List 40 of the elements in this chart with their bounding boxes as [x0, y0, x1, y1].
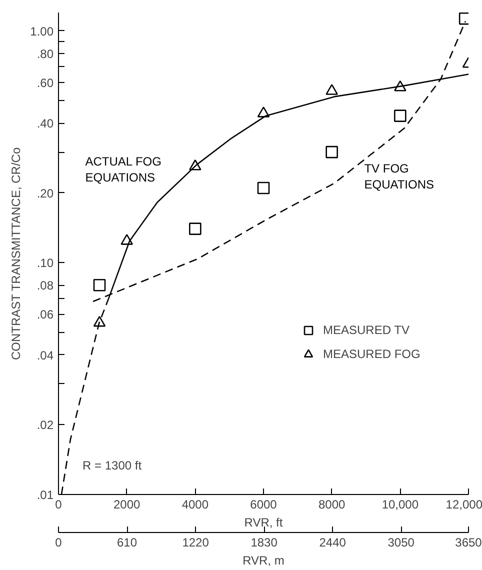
x2-tick-label: 3050: [388, 536, 415, 550]
x2-tick-label: 0: [55, 536, 62, 550]
legend-label: MEASURED FOG: [323, 347, 420, 361]
x-tick-label: 0: [55, 498, 62, 512]
y-tick-label: .02: [36, 418, 54, 432]
x-axis-title: RVR, ft: [244, 516, 284, 530]
y-tick-label: .06: [36, 308, 54, 322]
x2-tick-label: 1220: [182, 536, 210, 550]
point: [93, 278, 106, 292]
point: [93, 316, 106, 327]
y-tick-label: .10: [36, 256, 54, 270]
x2-tick-label: 610: [117, 536, 138, 550]
y-tick-label: .04: [36, 348, 54, 362]
point: [189, 222, 202, 235]
y-tick-label: .01: [36, 488, 54, 502]
y-tick-label: .08: [36, 278, 54, 293]
y-tick-label: 1.00: [30, 24, 54, 38]
x2-tick-label: 1830: [250, 536, 278, 550]
x-tick-label: 6000: [250, 498, 278, 512]
x-tick-label: 12,000: [446, 498, 482, 512]
x2-tick-label: 2440: [319, 536, 346, 550]
y-axis-title: CONTRAST TRANSMITTANCE, CR/Co: [9, 147, 24, 360]
y-tick-label: .20: [36, 186, 54, 200]
x-tick-label: 8000: [318, 498, 346, 512]
y-tick-label: .40: [36, 116, 54, 131]
annotation: R = 1300 ft: [82, 458, 142, 472]
y-tick-label: .80: [36, 46, 54, 61]
series-label: ACTUAL FOG EQUATIONS: [85, 154, 162, 184]
point: [257, 182, 270, 194]
legend-label: MEASURED TV: [323, 323, 410, 337]
x-tick-label: 2000: [113, 498, 141, 512]
point: [326, 84, 338, 95]
x-tick-label: 4000: [182, 498, 209, 512]
point: [326, 146, 338, 158]
x2-axis-title: RVR, m: [242, 554, 284, 568]
x-tick-label: 10,000: [382, 498, 419, 512]
point: [394, 110, 406, 122]
x2-tick-label: 3650: [455, 536, 482, 550]
series-label: TV FOG EQUATIONS: [364, 161, 434, 192]
y-tick-label: .60: [36, 76, 54, 90]
